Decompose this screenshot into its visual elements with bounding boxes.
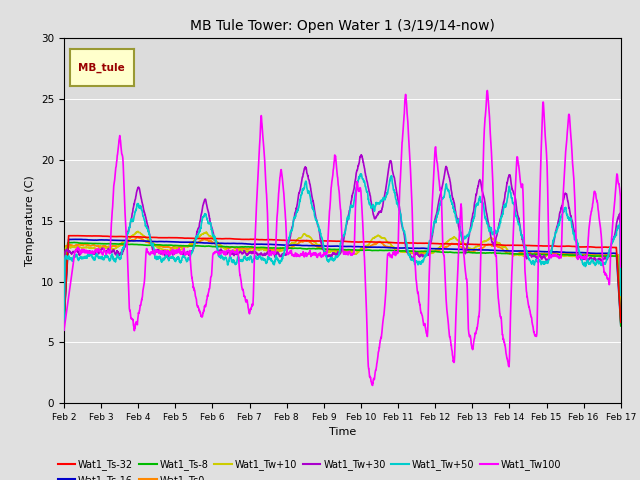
Wat1_Tw+50 (546, 252, 554, 258)
Wat1_Tw100 (124, 254, 131, 260)
Wat1_Ts-32 (617, 319, 625, 325)
Wat1_Ts-32 (298, 238, 306, 243)
Wat1_Ts-16 (60, 318, 68, 324)
Wat1_Ts-8 (124, 241, 132, 247)
Wat1_Tw+30 (157, 250, 164, 255)
Wat1_Ts-16 (157, 239, 164, 244)
Wat1_Tw100 (483, 88, 491, 94)
Line: Wat1_Tw+10: Wat1_Tw+10 (64, 231, 621, 325)
Wat1_Ts-32 (274, 237, 282, 243)
Wat1_Ts-32 (69, 233, 77, 239)
Wat1_Tw100 (369, 383, 376, 388)
Wat1_Tw100 (547, 252, 554, 257)
Wat1_Tw+10 (274, 248, 282, 254)
Wat1_Tw100 (298, 251, 305, 257)
Line: Wat1_Ts-16: Wat1_Ts-16 (64, 239, 621, 325)
Wat1_Ts-16 (606, 251, 614, 256)
Wat1_Ts0 (124, 239, 131, 245)
Wat1_Ts-16 (71, 236, 79, 242)
Wat1_Tw+50 (356, 171, 364, 177)
Wat1_Tw100 (606, 261, 614, 267)
Wat1_Tw+50 (157, 254, 164, 260)
Wat1_Tw+10 (606, 253, 614, 259)
Wat1_Ts-32 (606, 244, 614, 250)
Wat1_Tw+10 (60, 323, 68, 328)
Wat1_Tw+50 (606, 246, 614, 252)
Wat1_Tw100 (157, 250, 164, 255)
Wat1_Ts-8 (298, 246, 306, 252)
Wat1_Tw+30 (274, 249, 282, 255)
Wat1_Ts-8 (60, 320, 68, 326)
Wat1_Tw+50 (124, 231, 131, 237)
Wat1_Ts-16 (124, 238, 132, 244)
Wat1_Tw+30 (60, 324, 68, 330)
Wat1_Ts0 (157, 243, 164, 249)
Legend: Wat1_Ts-32, Wat1_Ts-16, Wat1_Ts-8, Wat1_Ts0, Wat1_Tw+10, Wat1_Tw+30, Wat1_Tw+50,: Wat1_Ts-32, Wat1_Ts-16, Wat1_Ts-8, Wat1_… (58, 459, 561, 480)
Line: Wat1_Tw+50: Wat1_Tw+50 (64, 174, 621, 330)
Wat1_Tw+10 (298, 234, 306, 240)
Wat1_Tw+10 (546, 251, 554, 256)
Wat1_Ts-32 (546, 243, 554, 249)
Wat1_Tw+50 (298, 192, 305, 198)
Wat1_Ts0 (60, 321, 68, 327)
X-axis label: Time: Time (329, 428, 356, 437)
Wat1_Ts0 (606, 251, 614, 257)
Wat1_Tw+30 (357, 152, 365, 158)
Wat1_Ts-32 (124, 234, 132, 240)
Wat1_Ts-32 (157, 235, 164, 240)
Wat1_Ts0 (298, 239, 306, 244)
Wat1_Tw+30 (606, 246, 614, 252)
Y-axis label: Temperature (C): Temperature (C) (26, 175, 35, 266)
Title: MB Tule Tower: Open Water 1 (3/19/14-now): MB Tule Tower: Open Water 1 (3/19/14-now… (190, 19, 495, 33)
Wat1_Ts0 (134, 234, 141, 240)
Wat1_Tw+30 (546, 251, 554, 256)
Wat1_Tw+10 (134, 228, 141, 234)
Line: Wat1_Tw100: Wat1_Tw100 (64, 91, 621, 385)
Wat1_Ts-32 (60, 316, 68, 322)
Wat1_Ts0 (546, 251, 554, 257)
Wat1_Tw+10 (157, 246, 164, 252)
Wat1_Tw+30 (124, 230, 131, 236)
Wat1_Ts-8 (606, 253, 614, 259)
Line: Wat1_Ts-8: Wat1_Ts-8 (64, 242, 621, 326)
Wat1_Ts0 (617, 319, 625, 325)
Wat1_Tw100 (274, 209, 282, 215)
Wat1_Tw+10 (124, 238, 131, 243)
Wat1_Ts-16 (546, 249, 554, 255)
Wat1_Tw+50 (60, 327, 68, 333)
Wat1_Ts-16 (274, 242, 282, 248)
Wat1_Tw+50 (274, 257, 282, 263)
Wat1_Ts-8 (617, 323, 625, 329)
Wat1_Tw+30 (617, 289, 625, 295)
Line: Wat1_Ts-32: Wat1_Ts-32 (64, 236, 621, 322)
Wat1_Ts0 (274, 247, 282, 252)
Wat1_Tw+50 (617, 292, 625, 298)
Line: Wat1_Ts0: Wat1_Ts0 (64, 237, 621, 324)
Wat1_Tw100 (617, 264, 625, 270)
Line: Wat1_Tw+30: Wat1_Tw+30 (64, 155, 621, 327)
Wat1_Tw+10 (617, 318, 625, 324)
Wat1_Ts-16 (298, 242, 306, 248)
Wat1_Ts-8 (274, 245, 282, 251)
Wat1_Ts-8 (157, 242, 164, 248)
Wat1_Tw100 (60, 327, 68, 333)
Wat1_Ts-8 (70, 240, 78, 245)
Wat1_Ts-16 (617, 323, 625, 328)
Wat1_Tw+30 (298, 178, 305, 184)
Wat1_Ts-8 (546, 252, 554, 257)
